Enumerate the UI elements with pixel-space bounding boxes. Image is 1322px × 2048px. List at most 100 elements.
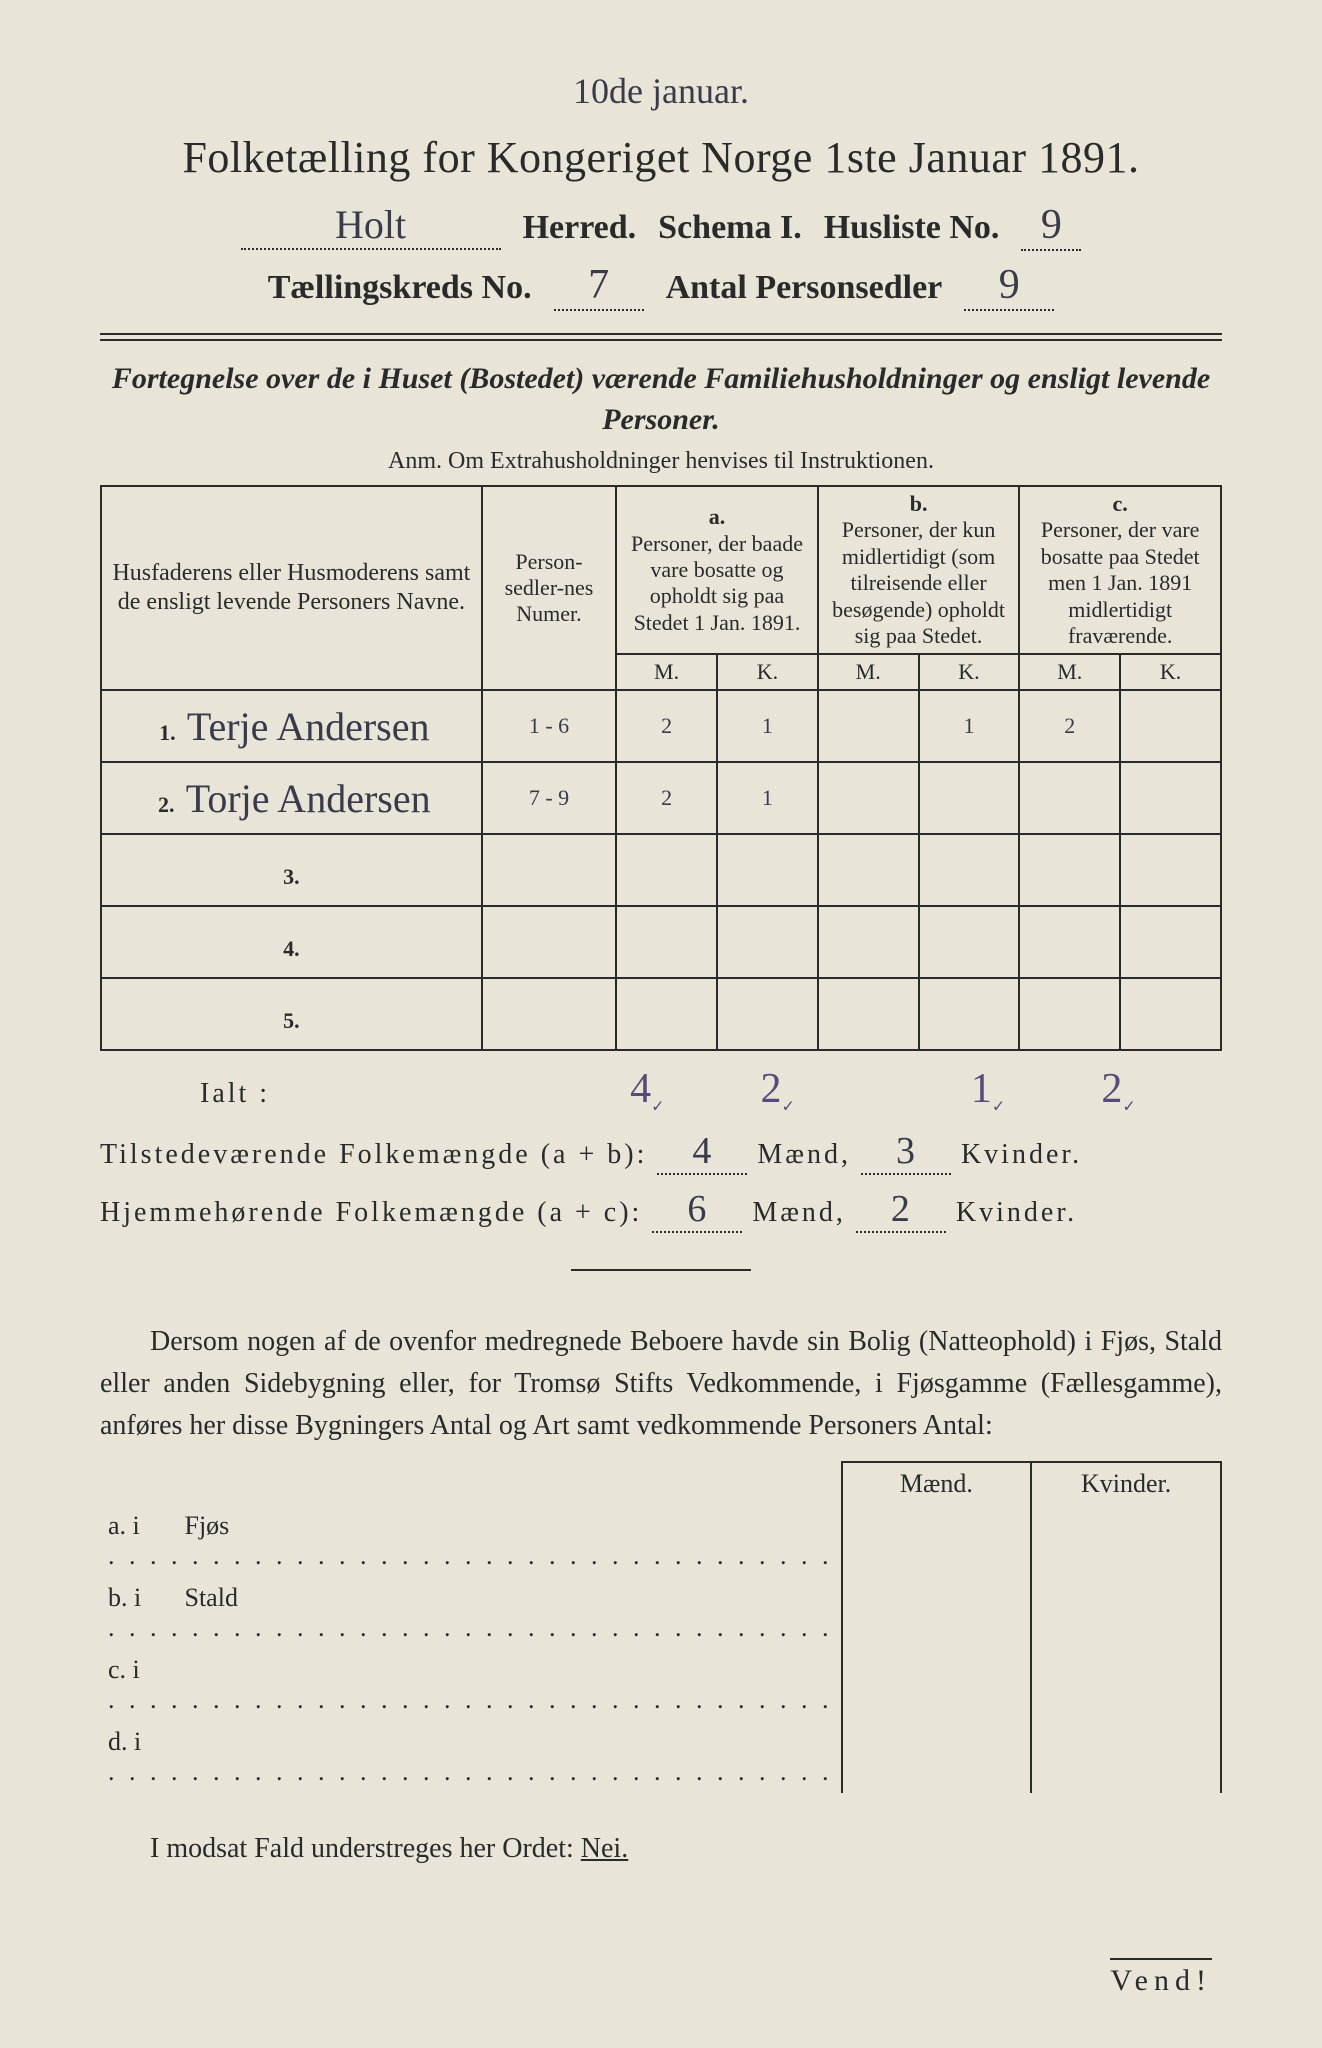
row-numer (482, 906, 616, 978)
row-bk: 1 (919, 690, 1020, 762)
row-cm: 2 (1019, 690, 1120, 762)
footer-nei: Nei. (581, 1833, 628, 1864)
antal-label: Antal Personsedler (666, 269, 943, 307)
col-a-label: a. (621, 504, 813, 530)
row-am: 2 (616, 762, 717, 834)
col-names: Husfaderens eller Husmoderens samt de en… (101, 486, 482, 690)
lower-table: Mænd. Kvinder. a. i Fjøs . . . . . . . .… (100, 1461, 1222, 1793)
herred-label: Herred. (523, 209, 637, 247)
row-name: 2. Torje Andersen (101, 762, 482, 834)
resident-m-label: Mænd, (752, 1197, 846, 1228)
row-cm (1019, 906, 1120, 978)
col-a: a. Personer, der baade vare bosatte og o… (616, 486, 818, 654)
row-numer: 7 - 9 (482, 762, 616, 834)
present-k: 3 (861, 1129, 951, 1175)
row-ck (1120, 906, 1221, 978)
row-ak (717, 978, 818, 1050)
row-ck (1120, 762, 1221, 834)
row-bk (919, 978, 1020, 1050)
row-bm (818, 906, 919, 978)
present-k-label: Kvinder. (961, 1139, 1082, 1170)
row-bm (818, 834, 919, 906)
lower-k (1031, 1649, 1221, 1721)
row-name: 3. (101, 834, 482, 906)
col-b-text: Personer, der kun midlertidigt (som tilr… (823, 517, 1015, 649)
schema-label: Schema I. (658, 209, 802, 247)
lower-m (842, 1505, 1032, 1577)
body-paragraph: Dersom nogen af de ovenfor medregnede Be… (100, 1321, 1222, 1447)
row-am (616, 834, 717, 906)
antal-value: 9 (964, 261, 1054, 311)
row-cm (1019, 762, 1120, 834)
col-b-m: M. (818, 654, 919, 690)
row-numer: 1 - 6 (482, 690, 616, 762)
col-c-label: c. (1024, 491, 1216, 517)
col-c: c. Personer, der vare bosatte paa Stedet… (1019, 486, 1221, 654)
table-row: 1. Terje Andersen1 - 62112 (101, 690, 1221, 762)
present-m: 4 (657, 1129, 747, 1175)
row-numer (482, 834, 616, 906)
husliste-value: 9 (1021, 201, 1081, 251)
lower-row-label: b. i Stald . . . . . . . . . . . . . . .… (100, 1577, 842, 1649)
ialt-cm: 2✓ (1101, 1065, 1135, 1116)
row-cm (1019, 834, 1120, 906)
col-a-m: M. (616, 654, 717, 690)
row-bk (919, 906, 1020, 978)
resident-k: 2 (856, 1187, 946, 1233)
lower-k (1031, 1721, 1221, 1793)
col-b-label: b. (823, 491, 1015, 517)
row-ak: 1 (717, 762, 818, 834)
main-table: Husfaderens eller Husmoderens samt de en… (100, 485, 1222, 1051)
row-ak (717, 834, 818, 906)
present-m-label: Mænd, (757, 1139, 851, 1170)
row-cm (1019, 978, 1120, 1050)
col-b-k: K. (919, 654, 1020, 690)
footer-pre: I modsat Fald understreges her Ordet: (150, 1833, 581, 1864)
kreds-label: Tællingskreds No. (268, 269, 532, 307)
lower-m (842, 1577, 1032, 1649)
ialt-row: Ialt : 4✓ 2✓ 1✓ 2✓ (100, 1065, 1222, 1116)
col-c-text: Personer, der vare bosatte paa Stedet me… (1024, 517, 1216, 649)
small-rule (571, 1269, 751, 1271)
husliste-label: Husliste No. (824, 209, 1000, 247)
row-am (616, 906, 717, 978)
col-c-m: M. (1019, 654, 1120, 690)
ialt-am: 4✓ (630, 1065, 664, 1116)
table-row: 2. Torje Andersen7 - 921 (101, 762, 1221, 834)
present-label: Tilstedeværende Folkemængde (a + b): (100, 1139, 647, 1170)
lower-row: a. i Fjøs . . . . . . . . . . . . . . . … (100, 1505, 1221, 1577)
lower-row: b. i Stald . . . . . . . . . . . . . . .… (100, 1577, 1221, 1649)
kreds-value: 7 (554, 261, 644, 311)
lower-maend: Mænd. (842, 1462, 1032, 1505)
resident-line: Hjemmehørende Folkemængde (a + c): 6 Mæn… (100, 1187, 1222, 1233)
lower-m (842, 1649, 1032, 1721)
row-numer (482, 978, 616, 1050)
row-am (616, 978, 717, 1050)
col-a-k: K. (717, 654, 818, 690)
ialt-bk: 1✓ (971, 1065, 1005, 1116)
row-bm (818, 762, 919, 834)
row-name: 4. (101, 906, 482, 978)
row-bm (818, 978, 919, 1050)
intro-italic: Fortegnelse over de i Huset (Bostedet) v… (100, 359, 1222, 440)
col-c-k: K. (1120, 654, 1221, 690)
row-ck (1120, 978, 1221, 1050)
vend-label: Vend! (1110, 1958, 1212, 1998)
ialt-values: 4✓ 2✓ 1✓ 2✓ (630, 1065, 1136, 1116)
row-bm (818, 690, 919, 762)
ialt-ak: 2✓ (761, 1065, 795, 1116)
lower-k (1031, 1505, 1221, 1577)
lower-row: d. i . . . . . . . . . . . . . . . . . .… (100, 1721, 1221, 1793)
herred-value: Holt (241, 201, 501, 250)
lower-row-label: d. i . . . . . . . . . . . . . . . . . .… (100, 1721, 842, 1793)
table-row: 5. (101, 978, 1221, 1050)
resident-label: Hjemmehørende Folkemængde (a + c): (100, 1197, 642, 1228)
lower-m (842, 1721, 1032, 1793)
resident-m: 6 (652, 1187, 742, 1233)
table-row: 4. (101, 906, 1221, 978)
lower-k (1031, 1577, 1221, 1649)
row-name: 1. Terje Andersen (101, 690, 482, 762)
ialt-label: Ialt : (200, 1078, 270, 1110)
row-bk (919, 834, 1020, 906)
row-ak: 1 (717, 690, 818, 762)
